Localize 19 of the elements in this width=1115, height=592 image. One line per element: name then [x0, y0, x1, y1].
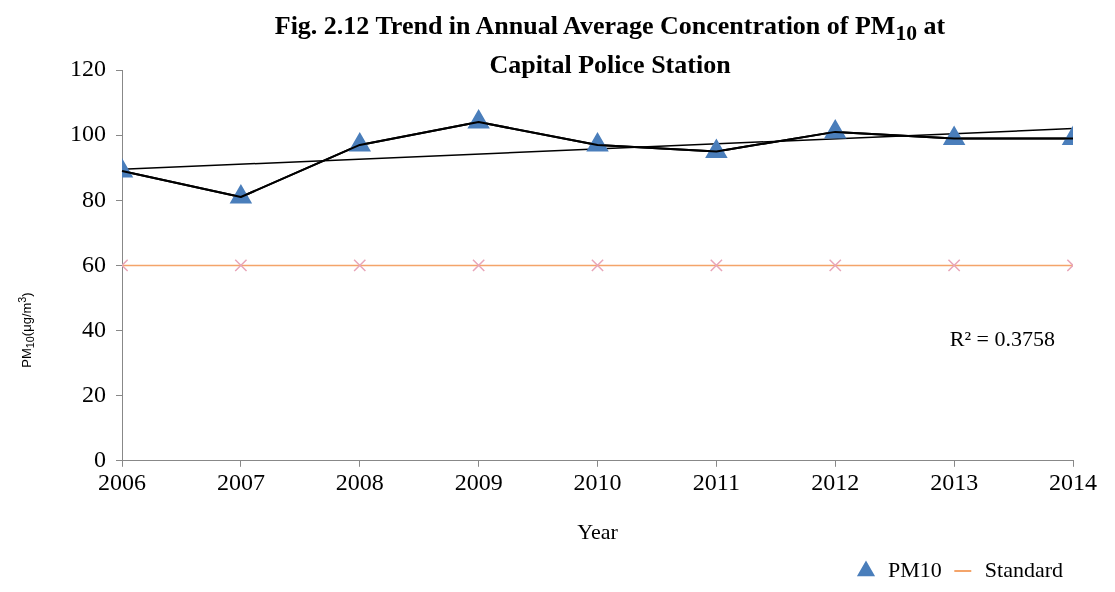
legend-label: PM10	[888, 556, 942, 582]
y-tick-label: 80	[82, 185, 106, 212]
y-tick-label: 100	[70, 120, 106, 147]
x-tick-label: 2014	[1049, 469, 1097, 496]
x-tick-label: 2010	[573, 469, 622, 496]
x-tick-label: 2012	[811, 469, 860, 496]
chart-title: Fig. 2.12 Trend in Annual Average Concentration of PM$_{10}$ at Capital Police Station	[274, 11, 946, 80]
x-tick-label: 2008	[335, 469, 384, 496]
annotation: R² = 0.3758	[949, 326, 1055, 352]
x-tick-label: 2011	[692, 469, 740, 496]
x-axis-title: Year	[577, 518, 619, 544]
y-tick-label: 40	[82, 315, 106, 342]
x-tick-label: 2013	[930, 469, 979, 496]
legend-label: Standard	[984, 556, 1063, 582]
y-tick-label: 20	[82, 380, 106, 407]
x-tick-label: 2009	[454, 469, 503, 496]
y-tick-label: 60	[82, 250, 106, 277]
x-tick-label: 2007	[216, 469, 265, 496]
y-tick-label: 120	[70, 55, 106, 82]
